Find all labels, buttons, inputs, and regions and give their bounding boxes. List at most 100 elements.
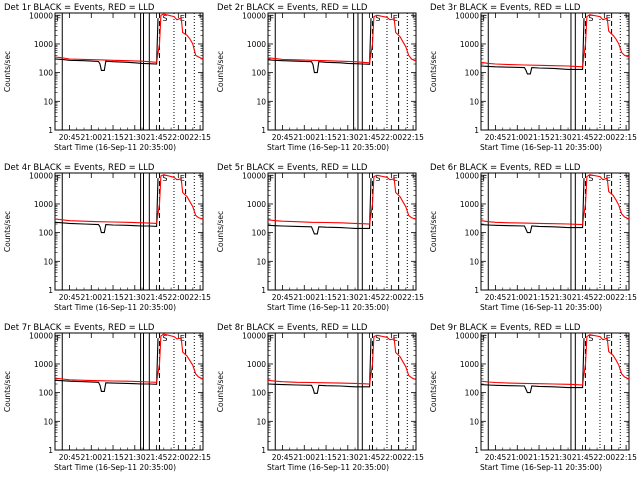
x-tick-label: 20:45 xyxy=(59,133,81,142)
chart-panel-9: Det 9r BLACK = Events, RED = LLD 1 10 100 10… xyxy=(429,323,637,472)
y-tick-label: 100 xyxy=(252,389,267,398)
y-tick-label: 100 xyxy=(39,229,54,238)
series-line-lld xyxy=(480,334,630,386)
y-tick-label: 1 xyxy=(474,446,479,455)
series-line-events xyxy=(480,178,585,234)
x-tick-label: 22:15 xyxy=(615,133,637,142)
series-line-lld xyxy=(267,334,417,385)
y-tick-label: 10000 xyxy=(242,171,266,180)
x-tick-label: 20:45 xyxy=(59,453,81,462)
x-tick-label: 20:45 xyxy=(485,133,507,142)
chart-panel-2: Det 2r BLACK = Events, RED = LLD 1 10 100 10… xyxy=(216,3,424,152)
series-line-lld xyxy=(54,174,204,224)
plot-frame xyxy=(267,172,417,291)
y-tick-label: 10000 xyxy=(455,331,479,340)
event-marker-s: S xyxy=(588,14,593,23)
y-tick-label: 1000 xyxy=(460,40,479,49)
x-tick-label: 21:00 xyxy=(80,453,102,462)
y-tick-label: 10 xyxy=(43,417,53,426)
x-tick-label: 21:45 xyxy=(359,293,381,302)
y-tick-label: 10000 xyxy=(29,171,53,180)
event-marker-e: E xyxy=(606,14,611,23)
x-tick-label: 21:30 xyxy=(337,453,359,462)
x-tick-label: 22:15 xyxy=(189,133,211,142)
y-axis-label: Counts/sec xyxy=(216,51,225,92)
x-tick-label: 20:45 xyxy=(485,293,507,302)
x-tick-label: 21:15 xyxy=(102,293,124,302)
y-axis-label: Counts/sec xyxy=(429,371,438,412)
x-axis-label: Start Time (16-Sep-11 20:35:00) xyxy=(267,143,389,152)
y-tick-label: 10 xyxy=(469,417,479,426)
x-tick-label: 22:00 xyxy=(381,293,403,302)
y-tick-label: 1 xyxy=(48,126,53,135)
y-axis-label: Counts/sec xyxy=(3,371,12,412)
y-tick-label: 10 xyxy=(469,257,479,266)
chart-panel-7: Det 7r BLACK = Events, RED = LLD 1 10 100 10… xyxy=(3,323,211,472)
x-tick-label: 21:45 xyxy=(359,453,381,462)
y-tick-label: 10000 xyxy=(29,331,53,340)
event-marker-e: E xyxy=(606,174,611,183)
event-marker-e: E xyxy=(393,174,398,183)
y-tick-label: 1 xyxy=(48,286,53,295)
y-tick-label: 100 xyxy=(465,389,480,398)
x-tick-label: 21:30 xyxy=(124,293,146,302)
chart-panel-6: Det 6r BLACK = Events, RED = LLD 1 10 100 10… xyxy=(429,163,637,312)
x-tick-label: 22:15 xyxy=(615,293,637,302)
x-tick-label: 21:15 xyxy=(528,453,550,462)
y-tick-label: 10 xyxy=(256,97,266,106)
event-marker-e: E xyxy=(393,14,398,23)
event-marker-e: E xyxy=(606,334,611,343)
x-tick-label: 21:15 xyxy=(102,453,124,462)
chart-panel-8: Det 8r BLACK = Events, RED = LLD 1 10 100 10… xyxy=(216,323,424,472)
series-line-lld xyxy=(480,174,630,226)
series-line-events xyxy=(267,18,372,74)
y-axis-label: Counts/sec xyxy=(429,51,438,92)
chart-title: Det 7r BLACK = Events, RED = LLD xyxy=(4,323,155,333)
event-marker-e: E xyxy=(180,174,185,183)
x-tick-label: 21:15 xyxy=(528,133,550,142)
y-tick-label: 100 xyxy=(465,229,480,238)
y-tick-label: 10 xyxy=(469,97,479,106)
y-tick-label: 1000 xyxy=(34,40,53,49)
x-tick-label: 20:45 xyxy=(59,293,81,302)
x-tick-label: 20:45 xyxy=(485,453,507,462)
y-tick-label: 1 xyxy=(474,286,479,295)
x-tick-label: 22:00 xyxy=(381,133,403,142)
event-marker-f: F xyxy=(482,14,487,23)
x-axis-label: Start Time (16-Sep-11 20:35:00) xyxy=(480,303,602,312)
chart-title: Det 1r BLACK = Events, RED = LLD xyxy=(4,3,155,13)
plot-frame xyxy=(267,12,417,131)
event-marker-s: S xyxy=(588,174,593,183)
x-tick-label: 22:00 xyxy=(168,453,190,462)
y-tick-label: 10000 xyxy=(29,11,53,20)
x-axis-label: Start Time (16-Sep-11 20:35:00) xyxy=(267,463,389,472)
series-line-lld xyxy=(267,14,417,64)
event-marker-f: F xyxy=(269,14,274,23)
x-tick-label: 21:00 xyxy=(506,453,528,462)
y-tick-label: 1000 xyxy=(460,360,479,369)
x-tick-label: 21:00 xyxy=(506,133,528,142)
x-tick-label: 21:30 xyxy=(550,453,572,462)
x-axis-label: Start Time (16-Sep-11 20:35:00) xyxy=(54,143,176,152)
chart-title: Det 6r BLACK = Events, RED = LLD xyxy=(430,163,581,173)
y-tick-label: 1000 xyxy=(247,200,266,209)
x-tick-label: 22:15 xyxy=(615,453,637,462)
x-axis-label: Start Time (16-Sep-11 20:35:00) xyxy=(54,463,176,472)
series-line-lld xyxy=(54,333,204,383)
series-line-events xyxy=(480,18,585,75)
series-line-lld xyxy=(267,174,417,225)
y-tick-label: 100 xyxy=(465,69,480,78)
series-line-lld xyxy=(54,13,204,63)
plot-frame xyxy=(480,172,630,291)
y-tick-label: 10 xyxy=(43,97,53,106)
x-tick-label: 22:15 xyxy=(402,133,424,142)
x-axis-label: Start Time (16-Sep-11 20:35:00) xyxy=(480,463,602,472)
y-tick-label: 1 xyxy=(261,446,266,455)
x-tick-label: 20:45 xyxy=(272,293,294,302)
event-marker-e: E xyxy=(180,334,185,343)
x-tick-label: 21:00 xyxy=(293,453,315,462)
event-marker-f: F xyxy=(482,334,487,343)
x-tick-label: 20:45 xyxy=(272,453,294,462)
event-marker-s: S xyxy=(162,174,167,183)
x-tick-label: 22:15 xyxy=(402,453,424,462)
